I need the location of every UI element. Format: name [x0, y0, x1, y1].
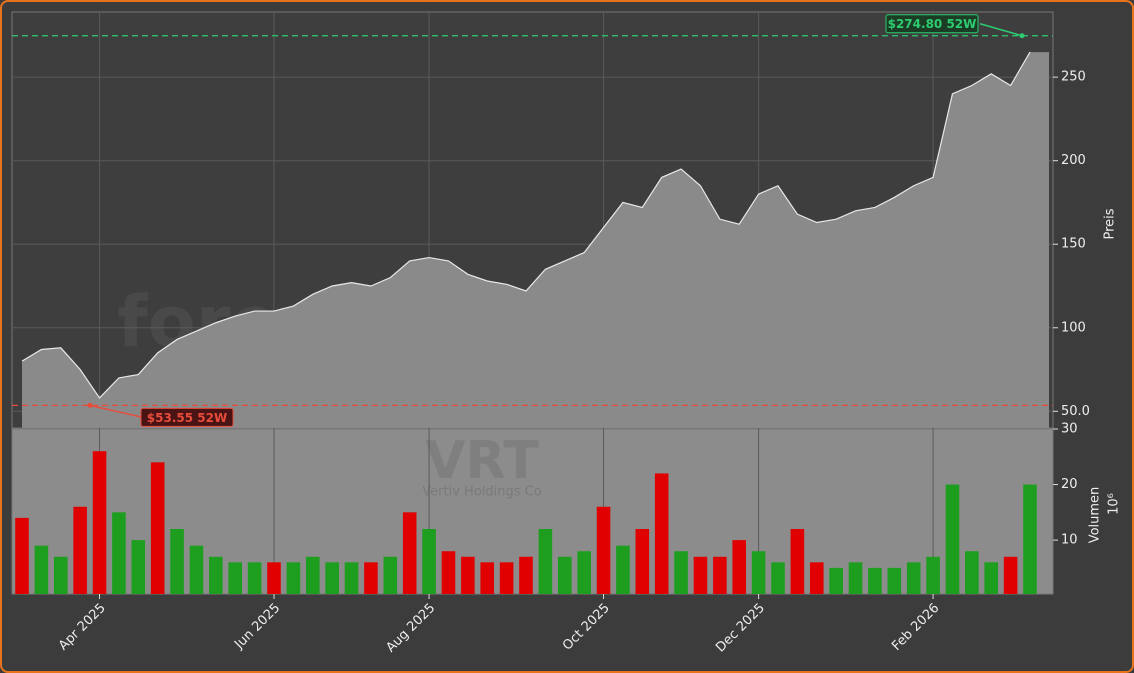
x-tick-label: Oct 2025	[560, 601, 613, 654]
volume-bar	[538, 529, 553, 594]
volume-bar	[732, 540, 747, 594]
y-tick-label: 200	[1061, 153, 1086, 168]
x-tick-label: Aug 2025	[384, 601, 439, 656]
volume-bar	[984, 562, 999, 594]
y-tick-label: 20	[1061, 477, 1078, 492]
volume-bar	[945, 484, 960, 594]
y-tick-label: 30	[1061, 422, 1078, 437]
annotation-label: $53.55 52W	[147, 411, 227, 425]
volume-bar	[577, 551, 591, 594]
volume-bar	[422, 529, 436, 594]
price-line	[21, 51, 1031, 399]
volume-bar	[809, 562, 824, 594]
volume-bar	[674, 551, 688, 594]
volume-bar	[965, 551, 979, 594]
watermark: Vertiv Holdings Co	[422, 485, 541, 500]
volume-bar	[1023, 484, 1037, 594]
volume-bar	[150, 462, 165, 594]
volume-bar	[751, 551, 766, 594]
volume-bar	[519, 556, 533, 594]
volume-bar	[713, 556, 727, 594]
arrow-head	[87, 402, 93, 408]
volume-bar	[228, 562, 243, 594]
watermark: VRT	[425, 431, 539, 491]
volume-bar	[131, 540, 146, 594]
volume-bar	[868, 567, 882, 594]
volume-bar	[364, 562, 378, 594]
volume-bar	[189, 545, 204, 594]
volume-bar	[112, 512, 126, 594]
volume-bar	[887, 567, 902, 594]
volume-bar	[170, 529, 184, 594]
y-tick-label: 150	[1061, 237, 1086, 252]
y-axis-label: Volumen	[1088, 487, 1103, 544]
volume-bar	[247, 562, 262, 594]
x-tick-label: Dec 2025	[713, 601, 768, 656]
annotation-box	[885, 14, 979, 34]
y-tick-label: 50.0	[1061, 404, 1090, 419]
annotation-box	[140, 407, 234, 427]
annotation-arrow	[979, 23, 1023, 37]
annotation-arrow	[89, 404, 144, 419]
volume-bar	[441, 551, 456, 594]
volume-bar	[53, 556, 68, 594]
volume-bar	[480, 562, 495, 594]
volume-bar	[790, 529, 805, 594]
volume-bar	[635, 529, 650, 594]
volume-bar	[499, 562, 514, 594]
volume-bar	[461, 556, 475, 594]
y-tick-label: 100	[1061, 320, 1086, 335]
volume-bar	[325, 562, 339, 594]
volume-bar	[286, 562, 301, 594]
x-tick-label: Jun 2025	[231, 601, 283, 653]
volume-bar	[15, 517, 29, 594]
annotation-label: $274.80 52W	[888, 17, 977, 31]
volume-bar	[73, 506, 87, 594]
volume-bar	[267, 562, 281, 594]
volume-bar	[209, 556, 223, 594]
volume-bar	[693, 556, 708, 594]
volume-bar	[926, 556, 940, 594]
volume-bar	[848, 562, 863, 594]
volume-bar	[616, 545, 630, 594]
volume-bar	[654, 473, 669, 594]
volume-bar	[906, 562, 921, 594]
volume-bar	[829, 567, 843, 594]
volume-bar	[402, 512, 417, 594]
x-tick-label: Feb 2026	[889, 601, 942, 654]
arrow-head	[1019, 33, 1025, 39]
volume-bar	[92, 451, 107, 594]
volume-bar	[771, 562, 785, 594]
volume-bar	[557, 556, 572, 594]
volume-bar	[383, 556, 398, 594]
x-tick-label: Apr 2025	[56, 601, 109, 654]
y-tick-label: 10	[1061, 533, 1078, 548]
y-axis-label: Preis	[1103, 208, 1118, 239]
volume-bar	[596, 506, 611, 594]
volume-bar	[305, 556, 320, 594]
volume-bar	[1003, 556, 1018, 594]
offset-label: 10⁶	[1107, 493, 1122, 515]
volume-bar	[34, 545, 49, 594]
y-tick-label: 250	[1061, 70, 1086, 85]
price-area	[22, 52, 1049, 429]
volume-bar	[344, 562, 359, 594]
